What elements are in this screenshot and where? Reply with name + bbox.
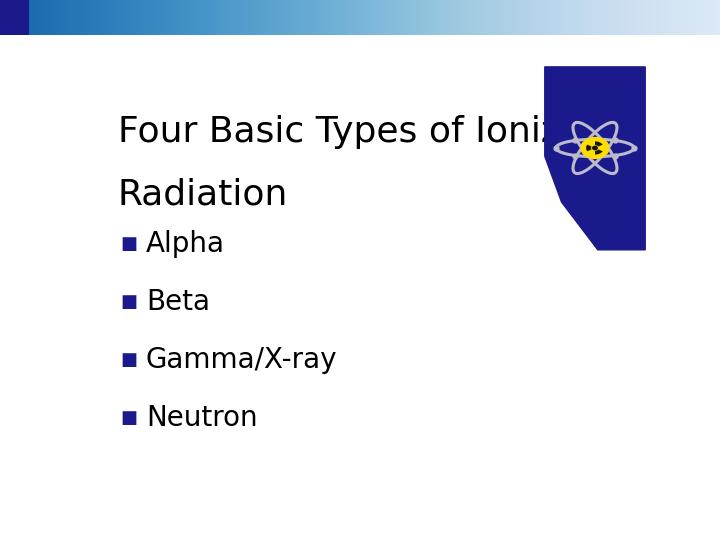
Text: Neutron: Neutron (145, 404, 258, 432)
Wedge shape (595, 141, 603, 146)
Wedge shape (595, 150, 603, 154)
Text: ■: ■ (121, 234, 138, 253)
Polygon shape (545, 67, 645, 250)
FancyBboxPatch shape (0, 0, 29, 35)
Circle shape (593, 146, 597, 150)
Wedge shape (586, 145, 592, 151)
Text: ■: ■ (121, 293, 138, 311)
Circle shape (581, 138, 609, 158)
Text: Gamma/X-ray: Gamma/X-ray (145, 346, 337, 374)
Text: Alpha: Alpha (145, 230, 225, 258)
Text: Four Basic Types of Ionizing: Four Basic Types of Ionizing (118, 114, 616, 148)
Text: Beta: Beta (145, 288, 210, 316)
Text: ■: ■ (121, 351, 138, 369)
Text: Radiation: Radiation (118, 177, 288, 211)
Text: ■: ■ (121, 409, 138, 427)
